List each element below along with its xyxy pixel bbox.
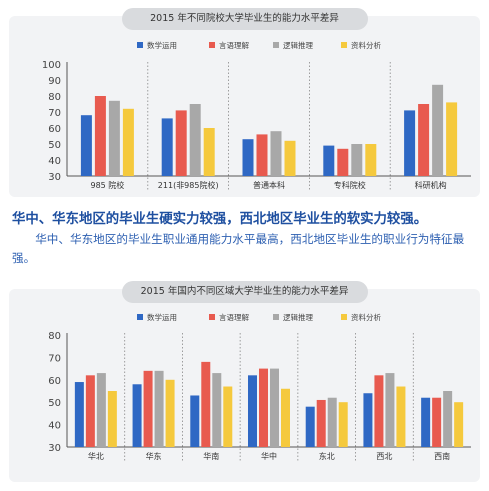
bar — [363, 393, 373, 447]
bar-chart-regions: 数学运用 言语理解 逻辑推理 资料分析 80 70 60 50 40 30 华北 华东 华南 华中 东北 西北… — [48, 312, 471, 461]
bar — [365, 144, 377, 176]
x-tick-label: 华南 — [203, 451, 219, 461]
bar — [404, 110, 416, 176]
chart-panel-institutions: 2015 年不同院校大学毕业生的能力水平差异 数学运用 言语理解 逻辑推理 资料分析 1… — [9, 8, 480, 197]
bar — [165, 379, 175, 447]
bar — [85, 375, 95, 447]
legend-label: 逻辑推理 — [283, 312, 313, 322]
bar — [270, 131, 282, 176]
x-tick-label: 西北 — [376, 452, 392, 461]
legend-label: 数学运用 — [147, 40, 177, 50]
y-tick-label: 80 — [48, 331, 61, 342]
bar — [374, 375, 384, 447]
bar — [248, 375, 257, 447]
x-tick-label: 东北 — [319, 451, 335, 461]
bar — [74, 382, 84, 447]
x-tick-label: 专科院校 — [334, 180, 366, 190]
bar — [316, 399, 326, 447]
x-tick-label: 华中 — [261, 451, 277, 461]
bar — [108, 100, 120, 176]
legend-swatch — [209, 314, 215, 320]
legend-swatch — [273, 314, 279, 320]
bar — [418, 104, 430, 176]
legend-label: 言语理解 — [219, 312, 249, 322]
bar — [175, 110, 187, 176]
x-tick-label: 211(非985院校) — [158, 180, 219, 190]
legend-label: 数学运用 — [147, 312, 177, 322]
x-tick-label: 普通本科 — [253, 180, 285, 190]
legend-label: 逻辑推理 — [283, 40, 313, 50]
bar — [203, 128, 215, 176]
y-tick-label: 60 — [48, 376, 61, 387]
y-tick-label: 30 — [48, 172, 61, 183]
bar — [190, 395, 200, 447]
y-tick-label: 40 — [48, 156, 61, 167]
bar — [337, 148, 349, 176]
y-tick-label: 70 — [48, 353, 61, 364]
bar — [385, 373, 395, 447]
legend-swatch — [209, 42, 215, 48]
body-paragraph: 华中、华东地区的毕业生职业通用能力水平最高，西北地区毕业生的职业行为特征最强。 — [12, 232, 465, 265]
y-tick-label: 100 — [42, 60, 61, 71]
bar — [96, 373, 106, 447]
y-tick-label: 60 — [48, 124, 61, 135]
x-tick-label: 西南 — [434, 451, 450, 461]
bar — [323, 145, 335, 176]
bar-chart-institutions: 数学运用 言语理解 逻辑推理 资料分析 100 90 80 70 60 50 40 30 985 院校 2… — [42, 40, 471, 190]
x-tick-label: 科研机构 — [415, 180, 447, 190]
legend-swatch — [137, 314, 143, 320]
legend-label: 言语理解 — [219, 40, 249, 50]
bar — [338, 402, 348, 447]
bar — [201, 361, 211, 447]
bar — [256, 134, 268, 176]
bar — [454, 402, 464, 447]
x-tick-label: 985 院校 — [90, 180, 124, 190]
bar — [212, 373, 222, 447]
bar — [107, 391, 117, 447]
bar — [80, 115, 92, 176]
y-tick-label: 70 — [48, 108, 61, 119]
x-tick-label: 华东 — [146, 451, 162, 461]
legend-label: 资料分析 — [351, 40, 381, 50]
bar — [189, 104, 201, 176]
bar — [223, 386, 233, 447]
bar — [154, 370, 164, 447]
x-tick-label: 华北 — [88, 451, 104, 461]
legend-label: 资料分析 — [351, 312, 381, 322]
bar — [305, 406, 315, 447]
bar — [443, 391, 453, 447]
legend-swatch — [273, 42, 279, 48]
y-tick-label: 50 — [48, 398, 61, 409]
bar — [270, 368, 279, 447]
legend-swatch — [341, 314, 347, 320]
chart-panel-regions: 2015 年国内不同区域大学毕业生的能力水平差异 数学运用 言语理解 逻辑推理 资料分… — [9, 281, 480, 482]
headline: 华中、华东地区的毕业生硬实力较强，西北地区毕业生的软实力较强。 — [12, 212, 428, 227]
bar — [446, 102, 458, 176]
bar — [242, 139, 254, 176]
bar — [432, 397, 442, 447]
y-tick-label: 50 — [48, 140, 61, 151]
legend-swatch — [137, 42, 143, 48]
y-tick-label: 30 — [48, 443, 61, 454]
bar — [161, 118, 173, 176]
bar — [143, 370, 153, 447]
bar — [281, 388, 290, 447]
y-tick-label: 80 — [48, 92, 61, 103]
y-tick-label: 40 — [48, 421, 61, 432]
bar — [122, 108, 134, 176]
bar — [432, 84, 444, 176]
bar — [259, 368, 268, 447]
bar — [132, 384, 142, 447]
bar — [94, 96, 106, 176]
bar — [327, 397, 337, 447]
bar — [396, 386, 406, 447]
legend-swatch — [341, 42, 347, 48]
y-tick-label: 90 — [48, 76, 61, 87]
chart-title: 2015 年国内不同区域大学毕业生的能力水平差异 — [121, 281, 368, 303]
chart-title: 2015 年不同院校大学毕业生的能力水平差异 — [121, 8, 368, 30]
bar — [351, 144, 363, 176]
bar — [421, 397, 431, 447]
bar — [284, 140, 296, 176]
